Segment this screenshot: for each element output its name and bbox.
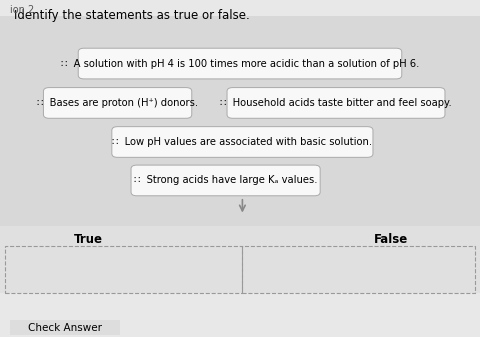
Text: ion 2: ion 2 <box>10 5 34 15</box>
Text: False: False <box>374 233 408 246</box>
FancyBboxPatch shape <box>112 127 373 157</box>
Text: ∷  Strong acids have large Kₐ values.: ∷ Strong acids have large Kₐ values. <box>134 176 317 185</box>
Text: ∷  Household acids taste bitter and feel soapy.: ∷ Household acids taste bitter and feel … <box>220 98 452 108</box>
FancyBboxPatch shape <box>131 165 320 196</box>
Text: ∷  Bases are proton (H⁺) donors.: ∷ Bases are proton (H⁺) donors. <box>37 98 198 108</box>
Text: ∷  Low pH values are associated with basic solution.: ∷ Low pH values are associated with basi… <box>112 137 372 147</box>
FancyBboxPatch shape <box>44 88 192 118</box>
FancyBboxPatch shape <box>227 88 445 118</box>
Text: Identify the statements as true or false.: Identify the statements as true or false… <box>14 9 250 22</box>
FancyBboxPatch shape <box>4 319 126 336</box>
Text: Check Answer: Check Answer <box>28 323 102 333</box>
FancyBboxPatch shape <box>0 16 480 226</box>
Text: ∷  A solution with pH 4 is 100 times more acidic than a solution of pH 6.: ∷ A solution with pH 4 is 100 times more… <box>61 59 419 68</box>
Text: True: True <box>74 233 103 246</box>
FancyBboxPatch shape <box>0 226 480 293</box>
FancyBboxPatch shape <box>78 48 402 79</box>
